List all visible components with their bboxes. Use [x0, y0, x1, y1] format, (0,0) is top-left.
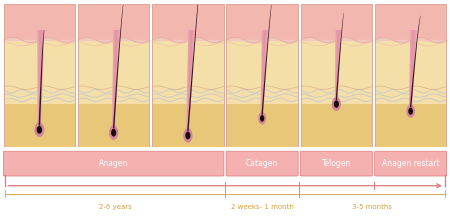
Polygon shape [261, 117, 263, 120]
Polygon shape [332, 97, 341, 111]
Polygon shape [109, 125, 118, 140]
Polygon shape [185, 132, 190, 139]
Polygon shape [261, 0, 272, 115]
Text: Catagen: Catagen [246, 159, 278, 168]
Bar [301, 30, 372, 104]
Polygon shape [36, 30, 42, 137]
Bar [4, 30, 75, 104]
Bar [78, 4, 149, 40]
Bar [78, 4, 149, 147]
FancyBboxPatch shape [374, 151, 447, 176]
FancyBboxPatch shape [300, 151, 373, 176]
Text: Telogen: Telogen [322, 159, 351, 168]
Bar [226, 104, 298, 147]
Text: 2-6 years: 2-6 years [99, 204, 131, 210]
Polygon shape [39, 30, 45, 126]
Polygon shape [408, 108, 413, 115]
Polygon shape [185, 30, 193, 143]
Polygon shape [112, 131, 115, 134]
Polygon shape [410, 110, 412, 113]
Polygon shape [36, 126, 42, 134]
Polygon shape [187, 134, 189, 137]
Polygon shape [109, 30, 120, 140]
Bar [78, 104, 149, 147]
Polygon shape [336, 13, 344, 100]
Bar [226, 4, 298, 147]
Bar [375, 4, 446, 147]
Polygon shape [410, 16, 421, 108]
Polygon shape [260, 30, 266, 124]
Bar [301, 104, 372, 147]
Bar [152, 104, 224, 147]
Polygon shape [38, 128, 40, 132]
Polygon shape [260, 115, 264, 122]
Bar [375, 30, 446, 104]
Polygon shape [335, 102, 338, 106]
Polygon shape [113, 2, 124, 129]
Text: Anagen: Anagen [99, 159, 128, 168]
Polygon shape [408, 30, 415, 118]
Polygon shape [187, 0, 201, 131]
Bar [226, 4, 298, 40]
FancyBboxPatch shape [226, 151, 298, 176]
Polygon shape [332, 30, 342, 111]
Polygon shape [111, 30, 118, 140]
Polygon shape [258, 30, 268, 124]
Polygon shape [334, 100, 339, 108]
Polygon shape [406, 105, 415, 118]
Text: 3-5 months: 3-5 months [352, 204, 392, 210]
Bar [226, 30, 298, 104]
Bar [4, 104, 75, 147]
Polygon shape [183, 128, 193, 143]
Bar [152, 30, 224, 104]
Polygon shape [258, 112, 266, 124]
Bar [4, 4, 75, 40]
Bar [78, 30, 149, 104]
Bar [375, 104, 446, 147]
FancyBboxPatch shape [3, 151, 224, 176]
Text: 2 weeks- 1 month: 2 weeks- 1 month [231, 204, 293, 210]
Polygon shape [34, 30, 45, 137]
Text: Anagen restart: Anagen restart [382, 159, 440, 168]
Bar [301, 4, 372, 40]
Polygon shape [111, 129, 116, 137]
Polygon shape [183, 30, 195, 143]
Bar [375, 4, 446, 40]
Bar [4, 4, 75, 147]
Bar [152, 4, 224, 147]
Polygon shape [34, 123, 45, 137]
Polygon shape [406, 30, 417, 118]
Bar [152, 4, 224, 40]
Polygon shape [334, 30, 340, 111]
Bar [301, 4, 372, 147]
